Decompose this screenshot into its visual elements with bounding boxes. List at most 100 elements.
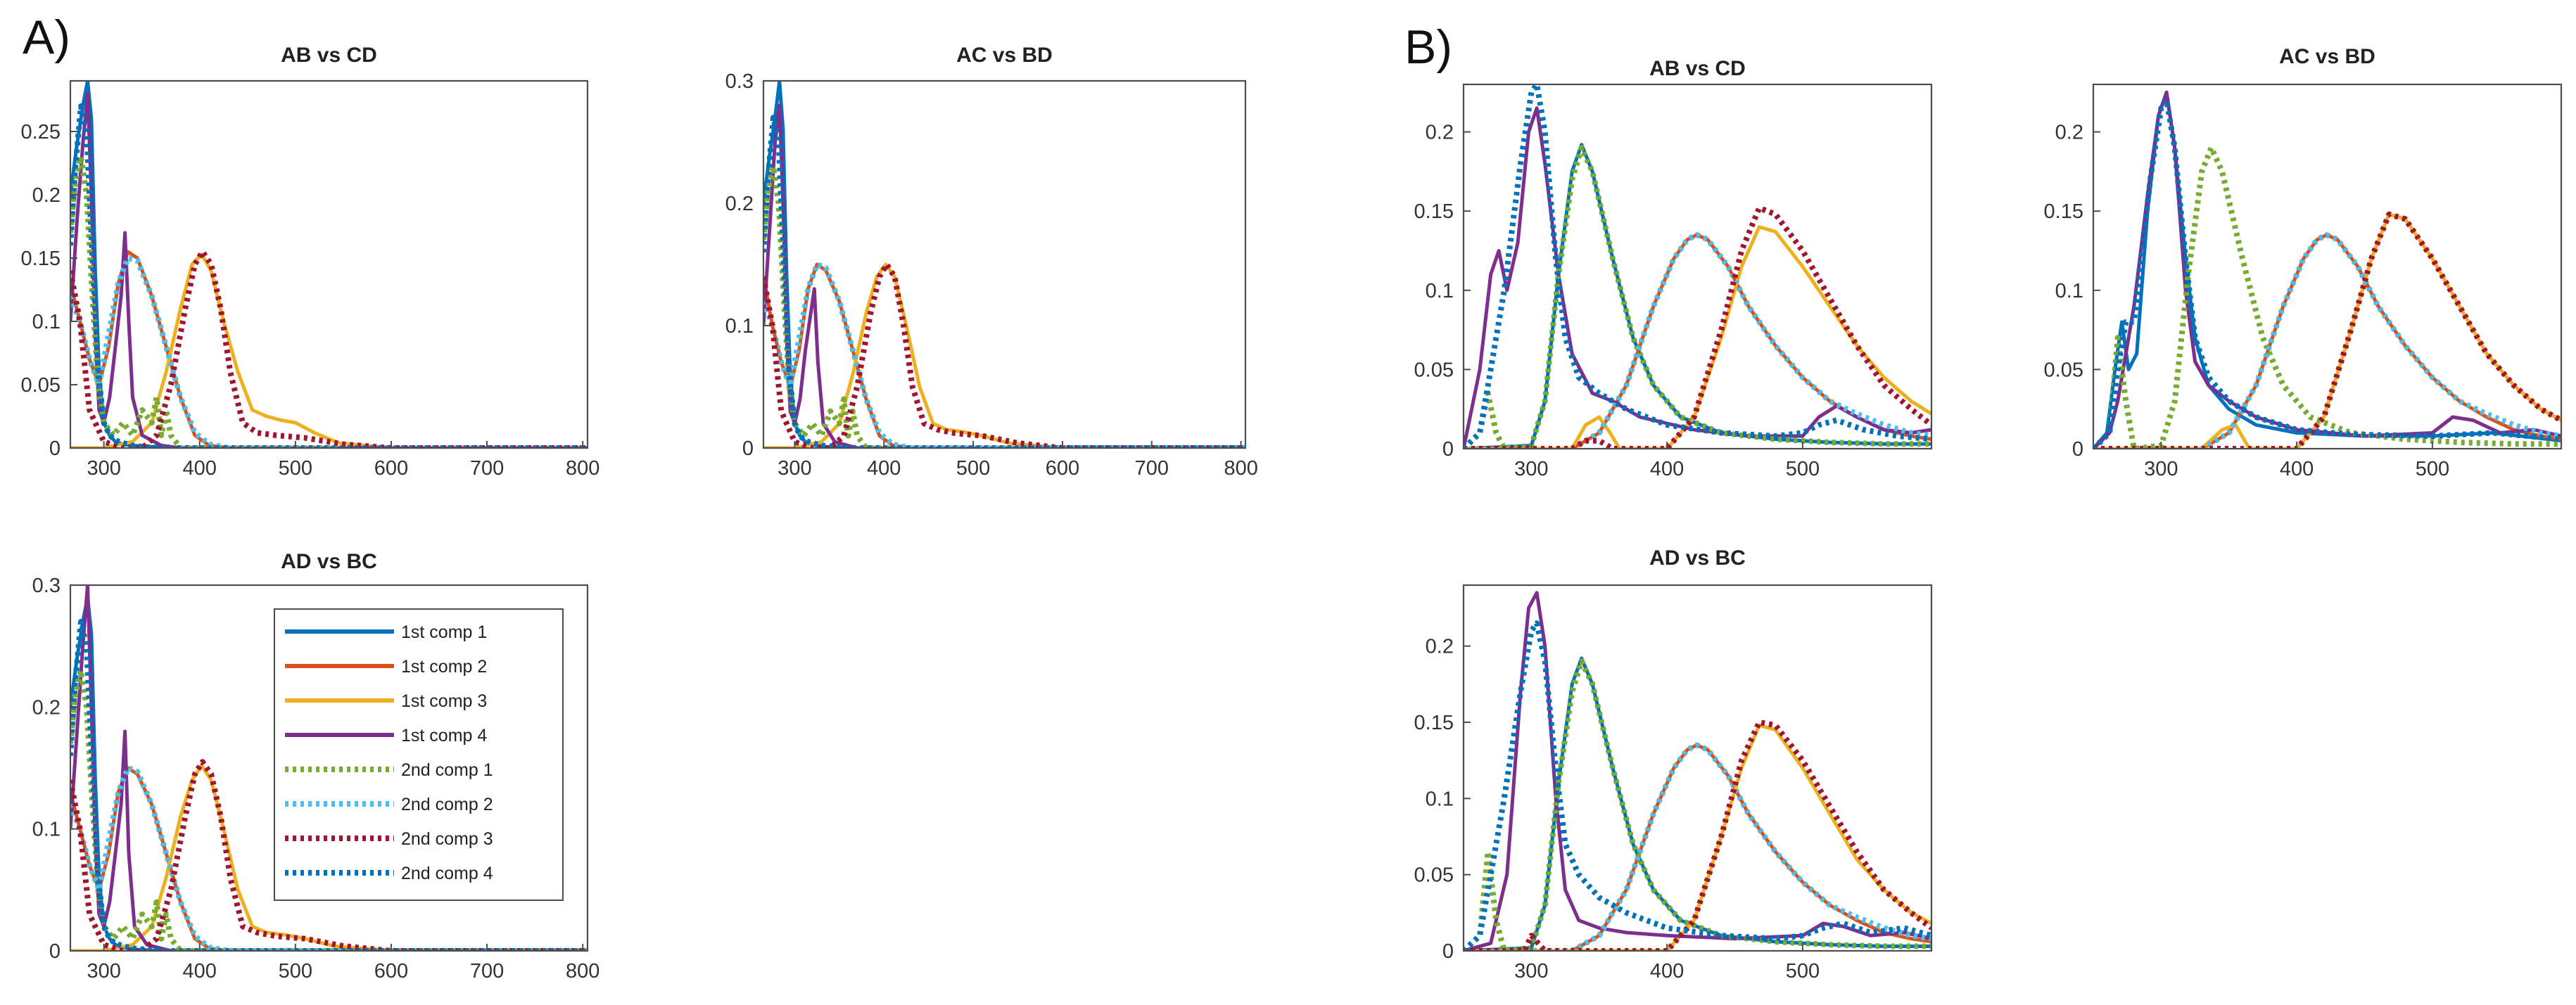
legend-entry: 2nd comp 4 [285,864,493,883]
series-1st-comp-4 [1464,106,1931,449]
series-2nd-comp-4 [1464,84,1931,449]
y-tick-label: 0.15 [21,248,61,270]
y-tick-label: 0 [742,437,754,460]
series-1st-comp-4 [1464,591,1931,951]
series-2nd-comp-3 [70,759,588,951]
x-tick-label: 600 [374,960,408,982]
x-tick-label: 300 [87,457,120,480]
x-tick-label: 700 [470,960,504,982]
x-tick-label: 400 [183,960,217,982]
chart-title: AB vs CD [281,44,377,67]
y-tick-label: 0.2 [2055,122,2083,144]
legend-label: 1st comp 1 [401,622,487,642]
y-tick-label: 0.05 [2044,359,2083,381]
series-2nd-comp-4 [70,103,588,448]
y-tick-label: 0.1 [32,819,61,841]
series-2nd-comp-2 [70,255,588,448]
y-tick-label: 0.1 [32,311,61,333]
x-tick-label: 300 [87,960,120,982]
y-tick-label: 0.2 [1426,636,1454,658]
chart-title: AB vs CD [1649,57,1746,80]
chart-a-ad-vs-bc: AD vs BC 300 400 500 600 700 800 0 0.1 0.2 0.3 [32,550,600,982]
y-tick-label: 0.1 [725,315,754,338]
x-tick-label: 600 [1046,457,1079,480]
legend-label: 2nd comp 1 [401,760,493,780]
x-tick-label: 400 [867,457,901,480]
series-2nd-comp-4 [2093,97,2561,449]
y-tick-label: 0 [49,940,61,963]
x-tick-label: 400 [1650,960,1684,982]
series-2nd-comp-3 [1464,205,1931,449]
chart-title: AD vs BC [1649,546,1746,570]
legend-label: 1st comp 4 [401,726,487,745]
series-2nd-comp-1 [1464,658,1931,951]
x-tick-label: 700 [1135,457,1169,480]
y-tick-label: 0.1 [1426,280,1454,302]
y-tick-label: 0.2 [32,696,61,719]
y-tick-label: 0.1 [2055,280,2083,302]
series-1st-comp-1 [763,81,1245,448]
legend-label: 2nd comp 2 [401,795,493,814]
axes-box [1462,83,1933,450]
x-tick-label: 300 [2144,458,2178,480]
series-1st-comp-4 [70,585,588,951]
x-tick-label: 500 [279,457,312,480]
y-tick-label: 0.2 [1426,122,1454,144]
legend-entry: 1st comp 4 [285,726,487,745]
legend-entry: 2nd comp 1 [285,760,493,780]
legend-entry: 1st comp 2 [285,657,487,677]
series-1st-comp-4 [763,103,1245,448]
y-tick-label: 0 [49,437,61,460]
series-group [70,585,588,951]
chart-b-ad-vs-bc: AD vs BC 300 400 500 0 0.05 0.1 0.15 0.2 [1414,546,1933,982]
series-group [70,81,588,448]
series-2nd-comp-4 [763,115,1245,448]
legend-entry: 1st comp 1 [285,622,487,642]
x-tick-label: 400 [183,457,217,480]
x-tick-label: 300 [1514,960,1548,982]
x-tick-label: 800 [566,457,599,480]
series-2nd-comp-1 [70,154,588,448]
x-tick-label: 800 [1224,457,1257,480]
x-tick-label: 500 [2416,458,2449,480]
series-1st-comp-1 [2093,90,2561,449]
series-2nd-comp-2 [2093,232,2561,449]
y-tick-label: 0.15 [1414,712,1454,734]
series-2nd-comp-1 [1464,145,1931,449]
y-tick-label: 0 [2072,438,2083,461]
y-tick-label: 0 [1442,438,1454,461]
series-2nd-comp-2 [1464,742,1931,951]
series-1st-comp-2 [1464,233,1931,449]
series-group [763,81,1245,448]
y-tick-label: 0.3 [32,575,61,597]
y-tick-label: 0.15 [2044,200,2083,223]
axes-box [69,584,589,952]
series-1st-comp-3 [1464,225,1931,449]
x-tick-label: 400 [2280,458,2314,480]
x-tick-label: 600 [374,457,408,480]
series-group [2093,90,2561,449]
panel-a-label: A) [23,11,70,64]
x-tick-label: 500 [956,457,990,480]
series-group [1464,84,1931,449]
x-tick-label: 300 [778,457,811,480]
x-tick-label: 400 [1650,458,1684,480]
series-1st-comp-2 [1464,743,1931,951]
panel-b-label: B) [1404,20,1452,74]
x-tick-label: 500 [1786,960,1820,982]
legend-entry: 2nd comp 3 [285,829,493,849]
chart-title: AC vs BD [2279,45,2375,68]
chart-b-ac-vs-bd: AC vs BD 300 400 500 0 0.05 0.1 0.15 0.2 [2044,45,2563,480]
x-tick-label: 300 [1514,458,1548,480]
y-tick-label: 0.05 [1414,864,1454,887]
y-tick-label: 0.2 [725,193,754,215]
axes-box [69,79,589,449]
legend-entry: 1st comp 3 [285,691,487,711]
legend-label: 1st comp 2 [401,657,487,677]
legend: 1st comp 1 1st comp 2 1st comp 3 1st com… [274,608,564,901]
y-tick-label: 0.05 [21,374,61,397]
legend-box [274,608,564,901]
chart-a-ac-vs-bd: AC vs BD 300 400 500 600 700 800 0 0.1 0.2 0.3 [725,44,1258,480]
x-tick-label: 700 [470,457,504,480]
